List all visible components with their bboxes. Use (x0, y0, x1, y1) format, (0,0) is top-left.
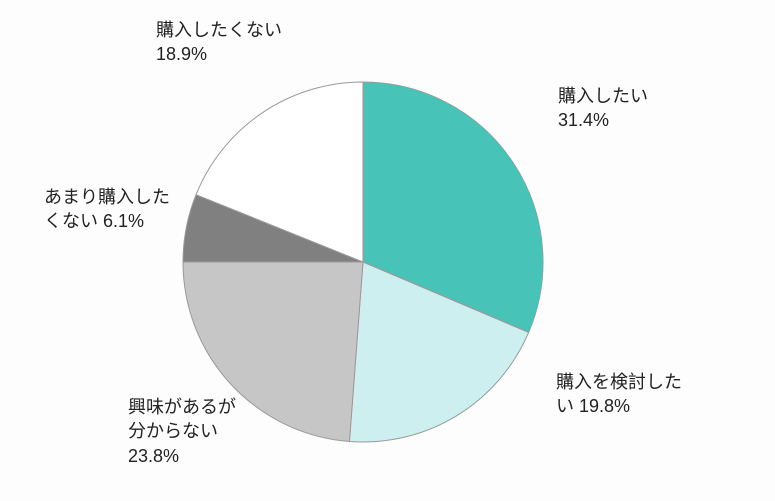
slice-label-3: あまり購入した くない 6.1% (44, 185, 244, 234)
slice-label-4: 購入したくない 18.9% (156, 18, 356, 67)
pie-chart-svg (0, 0, 775, 501)
slice-label-0: 購入したい 31.4% (558, 84, 728, 133)
slice-label-1: 購入を検討した い 19.8% (556, 370, 756, 419)
slice-label-2: 興味があるが 分からない 23.8% (128, 395, 328, 468)
pie-chart-container: 購入したい 31.4% 購入を検討した い 19.8% 興味があるが 分からない 2… (0, 0, 775, 501)
